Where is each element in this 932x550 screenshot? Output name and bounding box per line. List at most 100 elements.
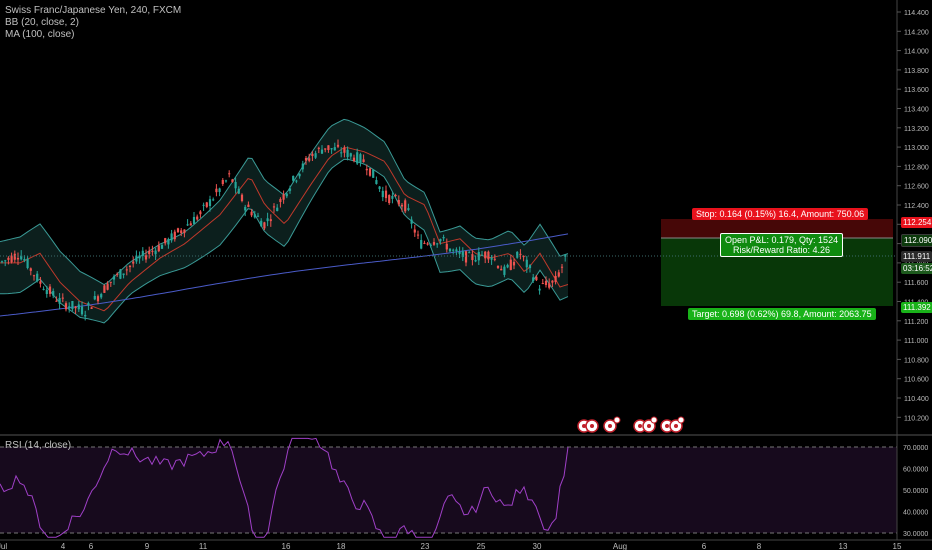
candle-body (506, 264, 509, 268)
risk-reward-text: Risk/Reward Ratio: 4.26 (733, 245, 831, 255)
stop-label[interactable]: Stop: 0.164 (0.15%) 16.4, Amount: 750.06 (692, 208, 869, 220)
dividend-event-icon[interactable] (633, 416, 658, 433)
candle-body (487, 251, 490, 260)
candle-body (493, 258, 496, 260)
candle-body (378, 186, 381, 190)
candle-body (288, 188, 292, 191)
candle-body (324, 148, 327, 150)
candle-body (375, 180, 378, 184)
candle-body (64, 303, 68, 310)
candle-body (276, 207, 279, 212)
rsi-legend[interactable]: RSI (14, close) (5, 440, 72, 451)
candle-body (490, 257, 493, 260)
split-event-icon[interactable] (603, 416, 621, 433)
candle-body (551, 280, 554, 283)
price-tick-label: 114.000 (904, 49, 929, 56)
pnl-label[interactable]: Open P&L: 0.179, Qty: 1524 Risk/Reward R… (720, 233, 844, 257)
price-tick-label: 111.200 (904, 319, 928, 326)
candle-body (525, 259, 528, 268)
events-icons[interactable] (577, 416, 685, 433)
candle-body (29, 268, 32, 271)
price-tick-label: 111.000 (904, 338, 928, 345)
candle-body (231, 179, 234, 183)
candle-body (141, 250, 144, 256)
time-tick-label: Aug (613, 542, 627, 550)
candle-body (48, 286, 52, 294)
candle-body (10, 255, 13, 263)
candle-body (71, 301, 74, 309)
candle-body (112, 276, 116, 280)
news-event-icon[interactable] (660, 416, 685, 433)
candle-body (413, 229, 416, 233)
target-label[interactable]: Target: 0.698 (0.62%) 69.8, Amount: 2063… (688, 308, 876, 320)
candle-body (468, 252, 471, 254)
candle-body (20, 255, 23, 260)
earnings-event-icon[interactable] (577, 419, 599, 433)
candle-body (247, 204, 250, 207)
candle-body (333, 147, 336, 151)
candle-body (455, 249, 458, 252)
symbol-legend[interactable]: Swiss Franc/Japanese Yen, 240, FXCM (5, 5, 182, 16)
candle-body (135, 255, 138, 262)
time-tick-label: 15 (893, 542, 902, 550)
candle-body (128, 265, 132, 268)
candle-body (426, 243, 429, 245)
price-tick-label: 110.200 (904, 415, 929, 422)
price-tick-label: 113.600 (904, 87, 929, 94)
candle-body (4, 260, 7, 262)
entry-price-tag: 112.090 (901, 234, 932, 247)
candle-body (397, 199, 400, 205)
candle-body (180, 230, 183, 234)
candle-body (106, 283, 109, 290)
candle-body (298, 173, 301, 177)
candle-body (420, 239, 423, 249)
candle-body (202, 204, 205, 206)
candle-body (279, 199, 282, 203)
candle-body (144, 255, 148, 260)
candle-body (58, 298, 61, 304)
price-tick-label: 113.200 (904, 126, 929, 133)
candle-body (548, 283, 551, 288)
candle-body (458, 251, 461, 254)
bollinger-legend[interactable]: BB (20, close, 2) (5, 17, 79, 28)
rsi-tick-label: 30.0000 (903, 531, 928, 538)
candle-body (160, 245, 164, 249)
candle-body (356, 152, 359, 164)
time-tick-label: 9 (145, 542, 150, 550)
candle-body (516, 251, 519, 258)
candle-body (32, 275, 36, 277)
ma-legend[interactable]: MA (100, close) (5, 29, 75, 40)
candle-body (100, 294, 103, 298)
rsi-tick-label: 70.0000 (903, 445, 928, 452)
candle-body (560, 266, 564, 268)
candle-body (186, 224, 189, 226)
candle-body (442, 236, 445, 239)
candle-body (138, 256, 141, 259)
candle-body (93, 295, 96, 300)
candle-body (423, 242, 426, 244)
candle-body (372, 169, 375, 178)
time-tick-label: 30 (533, 542, 542, 550)
candle-body (343, 147, 346, 153)
price-tick-label: 112.400 (904, 203, 929, 210)
candle-body (535, 276, 538, 281)
candle-body (477, 251, 480, 261)
candle-body (320, 149, 324, 154)
price-tick-label: 112.800 (904, 164, 929, 171)
time-axis[interactable]: Jul 4 6 9 11 16 18 23 25 30 Aug 6 8 13 15 (0, 542, 902, 550)
candle-body (173, 231, 176, 240)
candle-body (448, 248, 452, 252)
candle-body (183, 229, 186, 234)
candle-body (336, 144, 340, 147)
candle-body (557, 272, 560, 277)
candle-body (218, 188, 221, 193)
rsi-axis[interactable]: 70.0000 60.0000 50.0000 40.0000 30.0000 (903, 445, 928, 538)
candle-body (295, 180, 298, 182)
candle-body (285, 193, 288, 197)
candle-body (272, 206, 276, 208)
rsi-tick-label: 60.0000 (903, 467, 928, 474)
candle-body (154, 250, 157, 255)
candle-body (330, 148, 333, 150)
rsi-tick-label: 50.0000 (903, 488, 928, 495)
